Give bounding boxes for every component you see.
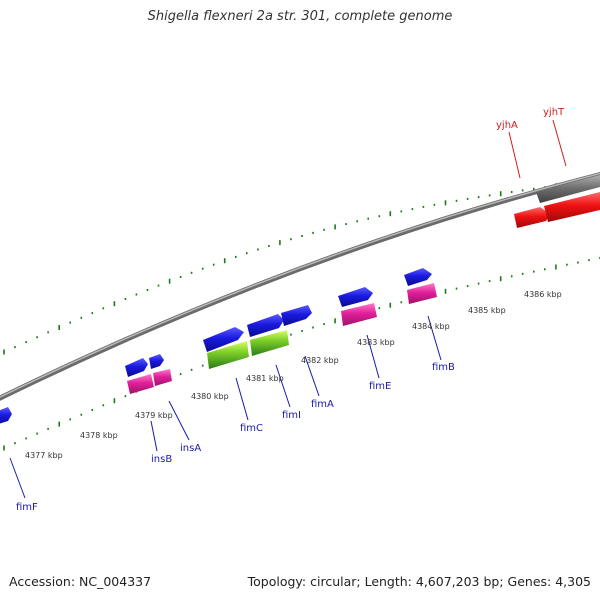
gene-label-fimB[interactable]: fimB — [432, 362, 455, 373]
leader-fimE — [366, 334, 380, 379]
upper-tick-track — [3, 179, 600, 355]
gene-label-yjhA[interactable]: yjhA — [496, 120, 518, 131]
leader-fimB — [427, 315, 442, 361]
label-leaders — [9, 119, 567, 499]
leader-fimI — [275, 364, 291, 408]
leader-insB — [150, 420, 158, 452]
gene-label-fimC[interactable]: fimC — [240, 423, 263, 434]
tick-label: 4385 kbp — [468, 306, 506, 315]
leader-fimC — [235, 377, 249, 421]
gene-label-fimA[interactable]: fimA — [311, 399, 334, 410]
tick-label: 4381 kbp — [246, 374, 284, 383]
tick-label: 4378 kbp — [80, 431, 118, 440]
tick-label: 4383 kbp — [357, 338, 395, 347]
gene-label-fimF[interactable]: fimF — [16, 502, 38, 513]
gene-insA-block[interactable] — [153, 369, 172, 386]
gene-insA-arrow[interactable] — [149, 354, 164, 369]
gene-fimH-arrow[interactable] — [281, 305, 312, 326]
gene-fimI-block[interactable] — [250, 330, 289, 356]
genome-backbone-highlight — [0, 172, 600, 398]
gene-fimA-block[interactable] — [207, 341, 249, 369]
gene-label-yjhT[interactable]: yjhT — [543, 107, 565, 118]
accession-text: Accession: NC_004337 — [9, 574, 152, 589]
gene-fimC-arrow[interactable] — [203, 327, 244, 352]
forward-strand-genes — [0, 175, 600, 425]
gene-label-insA[interactable]: insA — [180, 443, 201, 454]
tick-label: 4380 kbp — [191, 392, 229, 401]
gene-fimE-arrow[interactable] — [338, 287, 373, 307]
gene-yjhT-arrow[interactable] — [544, 192, 600, 222]
gene-labels: fimF insB insA fimC fimI fimA fimE fimB … — [16, 107, 565, 513]
page-title: Shigella flexneri 2a str. 301, complete … — [147, 9, 453, 24]
genome-backbone — [0, 171, 600, 401]
tick-labels: 4377 kbp 4378 kbp 4379 kbp 4380 kbp 4381… — [25, 290, 562, 460]
leader-fimA — [304, 355, 320, 397]
gene-label-insB[interactable]: insB — [151, 454, 172, 465]
gene-gray-arrow[interactable] — [536, 175, 600, 203]
gene-label-fimI[interactable]: fimI — [282, 410, 301, 421]
leader-insA — [168, 400, 190, 441]
tick-label: 4386 kbp — [524, 290, 562, 299]
tick-label: 4377 kbp — [25, 451, 63, 460]
gene-fimF-arrow[interactable] — [0, 407, 12, 425]
gene-insB-arrow[interactable] — [125, 358, 148, 377]
gene-fimB-arrow[interactable] — [404, 268, 432, 286]
tick-label: 4384 kbp — [412, 322, 450, 331]
gene-label-fimE[interactable]: fimE — [369, 381, 391, 392]
gene-fimE-block[interactable] — [341, 303, 377, 326]
leader-fimF — [9, 457, 26, 499]
leader-yjhT — [552, 119, 567, 167]
gene-insB-block[interactable] — [127, 374, 154, 394]
tick-label: 4382 kbp — [301, 356, 339, 365]
gene-fimD-arrow[interactable] — [247, 314, 284, 337]
reverse-strand-genes — [127, 283, 437, 394]
leader-yjhA — [508, 131, 521, 179]
genome-summary-text: Topology: circular; Length: 4,607,203 bp… — [247, 574, 591, 589]
gene-fimB-block[interactable] — [407, 283, 437, 304]
gene-yjhA-arrow[interactable] — [514, 207, 550, 228]
tick-label: 4379 kbp — [135, 411, 173, 420]
